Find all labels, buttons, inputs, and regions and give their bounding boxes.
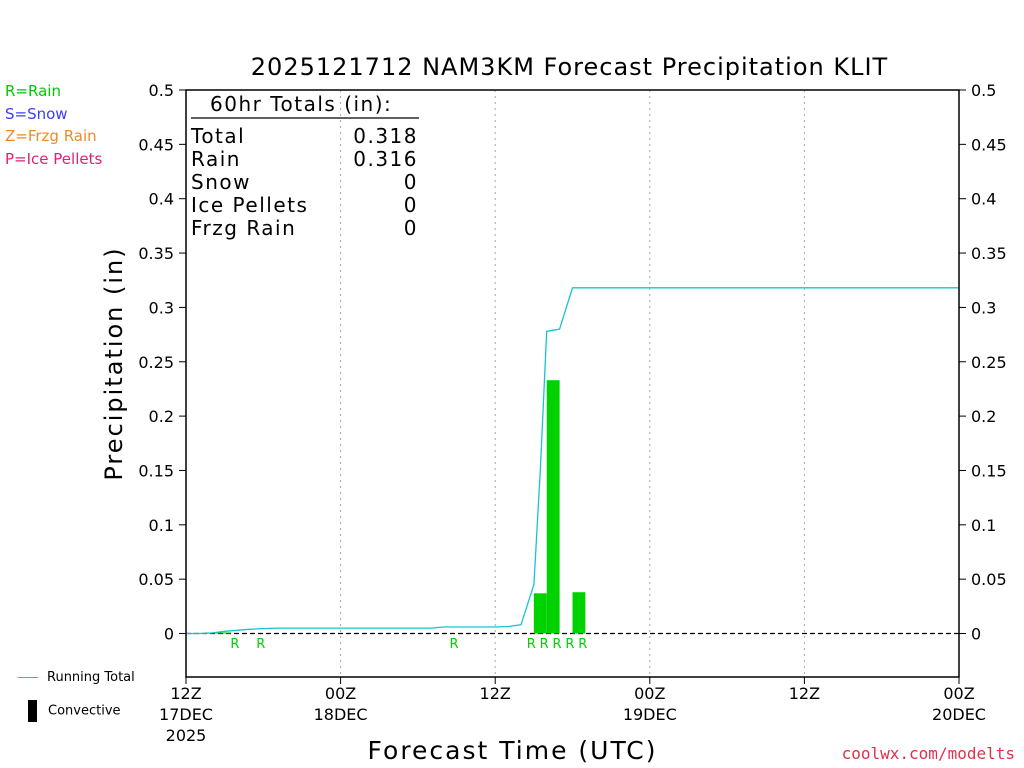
x-axis-label: Forecast Time (UTC) [368, 736, 658, 765]
y-tick-label-right-8: 0.4 [971, 190, 996, 209]
totals-value-4: 0 [404, 216, 418, 240]
ptype-marker-6: R [565, 637, 574, 652]
legend-running-total: Running Total [18, 670, 135, 685]
totals-value-1: 0.316 [353, 147, 418, 171]
totals-label-0: Total [190, 124, 245, 148]
y-axis-label: Precipitation (in) [100, 246, 128, 480]
running-total-label: Running Total [47, 670, 135, 685]
x-tick-label-1-0: 00Z [325, 684, 356, 703]
x-tick-label-0-0: 12Z [170, 684, 201, 703]
y-tick-label-right-9: 0.45 [971, 135, 1007, 154]
legend-ice-pellets: P=Ice Pellets [5, 149, 103, 168]
ptype-marker-0: R [230, 637, 239, 652]
y-tick-label-left-9: 0.45 [138, 135, 174, 154]
ptype-marker-5: R [553, 637, 562, 652]
legend-frzg-rain: Z=Frzg Rain [5, 127, 97, 145]
ptype-marker-2: R [449, 637, 458, 652]
y-tick-label-right-7: 0.35 [971, 244, 1007, 263]
running-total-line [186, 287, 959, 635]
y-tick-label-left-4: 0.2 [149, 407, 174, 426]
y-tick-label-left-7: 0.35 [138, 244, 174, 263]
precip-type-legend: R=Rain S=Snow Z=Frzg Rain P=Ice Pellets [5, 80, 102, 170]
precip-bar-4 [572, 592, 586, 634]
y-tick-label-left-10: 0.5 [149, 81, 174, 100]
chart-title: 2025121712 NAM3KM Forecast Precipitation… [251, 53, 888, 81]
y-tick-label-left-6: 0.3 [149, 298, 174, 317]
precip-bar-2 [533, 593, 547, 634]
totals-value-2: 0 [404, 170, 418, 194]
y-tick-label-right-6: 0.3 [971, 298, 996, 317]
convective-swatch [28, 700, 37, 722]
legend-rain: R=Rain [5, 82, 61, 100]
y-tick-label-left-2: 0.1 [149, 516, 174, 535]
totals-label-1: Rain [191, 147, 241, 171]
y-tick-label-right-3: 0.15 [971, 461, 1007, 480]
running-total-swatch [18, 677, 38, 678]
credit-text: coolwx.com/modelts [841, 744, 1015, 763]
totals-label-4: Frzg Rain [191, 216, 296, 240]
y-tick-label-left-1: 0.05 [138, 570, 174, 589]
legend-convective: Convective [18, 700, 121, 722]
y-tick-label-left-5: 0.25 [138, 353, 174, 372]
y-tick-label-left-0: 0 [164, 625, 174, 644]
y-tick-label-left-3: 0.15 [138, 461, 174, 480]
convective-label: Convective [48, 703, 121, 719]
y-tick-label-right-2: 0.1 [971, 516, 996, 535]
totals-value-0: 0.318 [353, 124, 418, 148]
y-tick-label-right-1: 0.05 [971, 570, 1007, 589]
x-tick-label-0-1: 17DEC [159, 705, 213, 724]
legend-snow: S=Snow [5, 104, 68, 123]
totals-value-3: 0 [404, 193, 418, 217]
precip-bar-1 [218, 632, 232, 634]
y-tick-label-right-10: 0.5 [971, 81, 996, 100]
x-tick-label-1-1: 18DEC [314, 705, 368, 724]
y-tick-label-right-0: 0 [971, 625, 981, 644]
x-tick-label-0-2: 2025 [166, 726, 207, 745]
x-tick-label-5-0: 00Z [943, 684, 974, 703]
totals-label-2: Snow [191, 170, 251, 194]
totals-heading: 60hr Totals (in): [210, 92, 392, 116]
x-tick-label-4-0: 12Z [789, 684, 820, 703]
x-tick-label-2-0: 12Z [480, 684, 511, 703]
ptype-marker-1: R [256, 637, 265, 652]
x-tick-label-3-0: 00Z [634, 684, 665, 703]
plot-frame [185, 89, 960, 678]
x-tick-label-5-1: 20DEC [932, 705, 986, 724]
ptype-marker-7: R [578, 637, 587, 652]
ptype-marker-4: R [540, 637, 549, 652]
x-tick-label-3-1: 19DEC [623, 705, 677, 724]
precip-bar-3 [546, 380, 560, 634]
y-tick-label-right-4: 0.2 [971, 407, 996, 426]
y-tick-label-right-5: 0.25 [971, 353, 1007, 372]
totals-label-3: Ice Pellets [191, 193, 308, 217]
ptype-marker-3: R [527, 637, 536, 652]
y-tick-label-left-8: 0.4 [149, 190, 174, 209]
